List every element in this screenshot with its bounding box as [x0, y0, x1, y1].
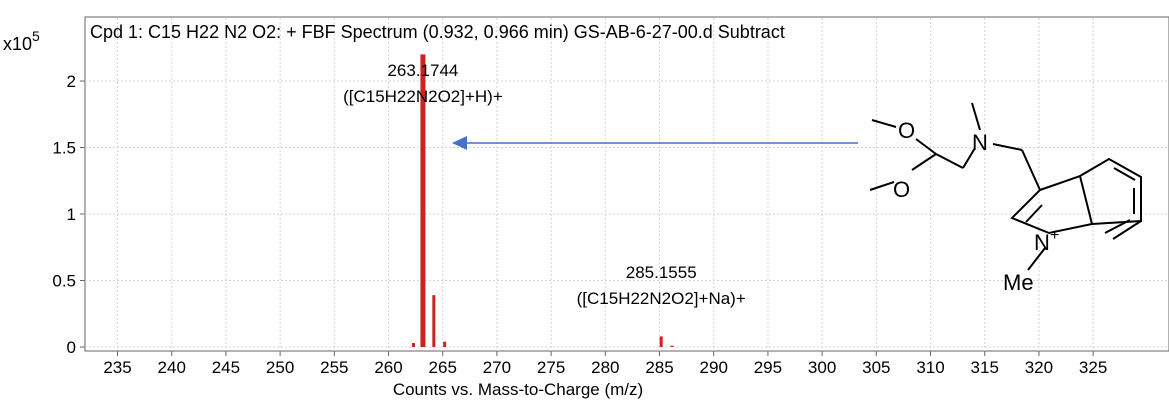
x-axis: 235 240 245 250 255 260 265 270 275 280 285 290 295 3… — [103, 351, 1107, 377]
x-tick-label: 300 — [808, 358, 836, 377]
x-tick-label: 235 — [103, 358, 131, 377]
x-tick-label: 240 — [158, 358, 186, 377]
indolium-nitrogen-label: N — [1034, 230, 1050, 255]
x-tick-label: 285 — [645, 358, 673, 377]
multiplier-exponent: 5 — [32, 28, 40, 44]
peak-mass-label: 285.1555 — [626, 263, 697, 282]
spectrum-peak-bar — [443, 341, 447, 347]
y-axis: 0 0.5 1 1.5 2 — [52, 72, 85, 357]
x-tick-label: 320 — [1025, 358, 1053, 377]
y-axis-multiplier: x105 — [3, 28, 40, 55]
peak-ion-label: ([C15H22N2O2]+H)+ — [343, 87, 503, 106]
grid — [85, 18, 1169, 351]
x-tick-label: 325 — [1079, 358, 1107, 377]
x-tick-label: 295 — [754, 358, 782, 377]
plot-frame — [84, 16, 1169, 352]
peak-mass-label: 263.1744 — [387, 61, 458, 80]
spectrum-peak-bar — [411, 343, 415, 347]
y-tick-label: 0.5 — [52, 272, 76, 291]
y-tick-label: 1.5 — [52, 139, 76, 158]
x-tick-label: 315 — [971, 358, 999, 377]
chart-title: Cpd 1: C15 H22 N2 O2: + FBF Spectrum (0.… — [90, 22, 785, 42]
y-tick-label: 2 — [67, 72, 76, 91]
x-tick-label: 280 — [591, 358, 619, 377]
x-tick-label: 255 — [320, 358, 348, 377]
x-tick-label: 265 — [429, 358, 457, 377]
x-tick-label: 290 — [700, 358, 728, 377]
spectrum-peak-bar — [420, 54, 426, 348]
peak-ion-label: ([C15H22N2O2]+Na)+ — [577, 289, 746, 308]
y-tick-label: 1 — [67, 205, 76, 224]
spectrum-peaks — [411, 54, 674, 348]
y-tick-label: 0 — [67, 338, 76, 357]
x-tick-label: 270 — [483, 358, 511, 377]
multiplier-base: x10 — [3, 34, 33, 54]
amine-nitrogen-label: N — [972, 130, 988, 155]
peak-annotations: 263.1744 ([C15H22N2O2]+H)+ 285.1555 ([C15H2… — [343, 61, 746, 308]
arrow-head — [452, 136, 467, 150]
x-axis-label: Counts vs. Mass-to-Charge (m/z) — [393, 380, 643, 399]
structure-labels: O O N N + Me — [893, 118, 1059, 295]
chemical-structure — [869, 102, 1142, 271]
x-tick-label: 245 — [212, 358, 240, 377]
x-tick-label: 275 — [537, 358, 565, 377]
x-tick-label: 310 — [916, 358, 944, 377]
x-tick-label: 305 — [862, 358, 890, 377]
oxygen-label-1: O — [898, 118, 915, 143]
spectrum-peak-bar — [670, 345, 674, 347]
x-tick-label: 250 — [266, 358, 294, 377]
spectrum-peak-bar — [432, 295, 436, 347]
spectrum-peak-bar — [659, 336, 663, 347]
oxygen-label-2: O — [893, 177, 910, 202]
charge-plus-label: + — [1050, 227, 1059, 244]
x-tick-label: 260 — [374, 358, 402, 377]
methyl-label: Me — [1003, 270, 1034, 295]
